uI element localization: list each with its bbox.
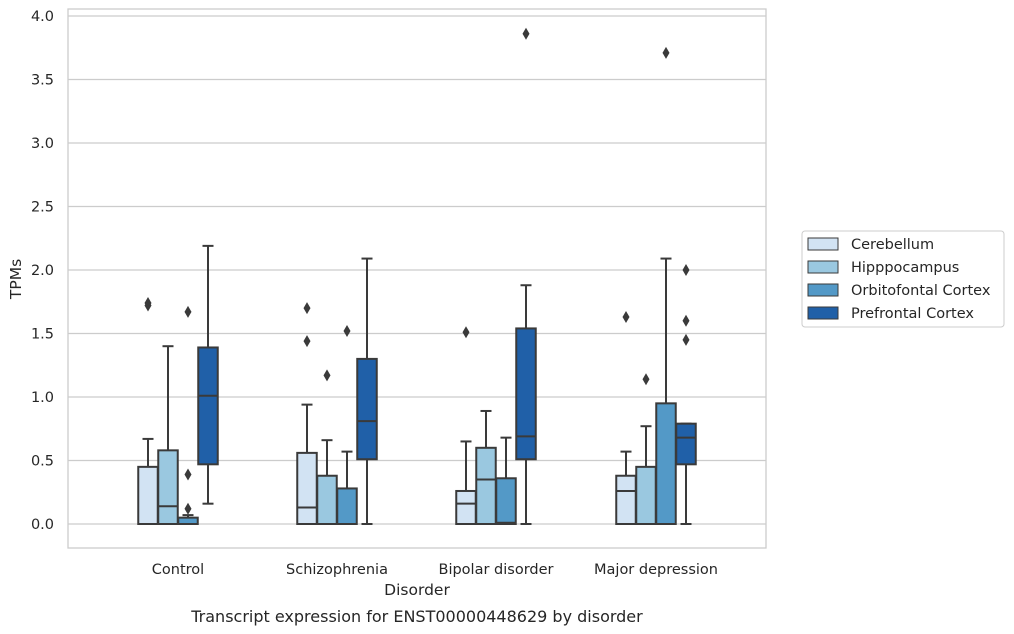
box-body (356, 357, 378, 461)
box-group (615, 310, 637, 525)
box-group (655, 46, 677, 526)
legend-label: Orbitofontal Cortex (851, 283, 991, 299)
box-group (356, 257, 378, 525)
y-tick-label: 1.0 (31, 390, 54, 406)
outlier-point (343, 324, 351, 337)
box-body (655, 402, 677, 526)
x-tick-label: Schizophrenia (286, 562, 388, 578)
outlier-point (323, 369, 331, 382)
y-tick-label: 3.5 (31, 73, 54, 89)
outlier-point (462, 326, 470, 339)
x-tick-label: Bipolar disorder (439, 562, 554, 578)
box-body (157, 449, 179, 525)
box-group (197, 244, 219, 505)
outlier-point (303, 302, 311, 315)
box-body (495, 477, 517, 525)
legend-entries: Cerebellum Hipppocampus Orbitofontal Corte… (807, 237, 991, 322)
legend-label: Cerebellum (851, 237, 934, 253)
outlier-point (682, 264, 690, 276)
box-body (635, 465, 657, 526)
box-body (515, 327, 537, 461)
outlier-point (184, 468, 192, 481)
box-group (515, 27, 537, 525)
box-body (197, 346, 219, 466)
y-tick-label: 0.5 (31, 454, 54, 470)
legend-label: Prefrontal Cortex (851, 306, 974, 322)
box-body (455, 489, 477, 526)
box-group (336, 324, 358, 526)
box-plots (137, 27, 697, 526)
box-group (177, 305, 199, 526)
box-body (316, 474, 338, 525)
y-tick-label: 0.0 (31, 517, 54, 533)
outlier-point (642, 373, 650, 386)
box-group (316, 369, 338, 525)
legend-swatch (807, 306, 839, 320)
y-tick-label: 3.0 (31, 136, 54, 152)
outlier-point (303, 335, 311, 348)
y-tick-label: 2.0 (31, 263, 54, 279)
box-body (296, 451, 318, 526)
legend-frame (801, 230, 1005, 328)
outlier-point (662, 46, 670, 59)
outlier-point (144, 297, 152, 310)
plot-area (67, 8, 767, 549)
outlier-point (184, 502, 192, 515)
box-group (495, 436, 517, 525)
legend-label: Hipppocampus (851, 260, 959, 276)
box-group (675, 264, 697, 525)
box-group (157, 345, 179, 525)
outlier-point (622, 310, 630, 323)
y-axis-ticks: 0.0 0.5 1.0 1.5 2.0 2.5 3.0 3.5 4.0 (31, 9, 54, 533)
legend-swatch (807, 260, 839, 274)
box-body (615, 474, 637, 525)
x-tick-label: Major depression (594, 562, 718, 578)
y-tick-label: 4.0 (31, 9, 54, 25)
x-tick-label: Control (152, 562, 204, 578)
y-tick-label: 1.5 (31, 327, 54, 343)
x-axis-ticks: Control Schizophrenia Bipolar disorder Majo… (152, 562, 718, 578)
box-group (137, 297, 159, 526)
legend-swatch (807, 283, 839, 297)
outlier-point (522, 27, 530, 40)
chart-caption: Transcript expression for ENST0000044862… (190, 607, 643, 626)
outlier-point (184, 305, 192, 318)
box-body (137, 465, 159, 526)
y-axis-title: TPMs (7, 259, 25, 300)
box-body (675, 422, 697, 466)
outlier-point (682, 314, 690, 327)
box-body (336, 487, 358, 526)
legend-swatch (807, 237, 839, 251)
box-body (475, 446, 497, 525)
legend: Cerebellum Hipppocampus Orbitofontal Corte… (801, 230, 1005, 328)
outlier-point (682, 333, 690, 346)
y-tick-label: 2.5 (31, 200, 54, 216)
x-axis-title: Disorder (384, 581, 450, 599)
